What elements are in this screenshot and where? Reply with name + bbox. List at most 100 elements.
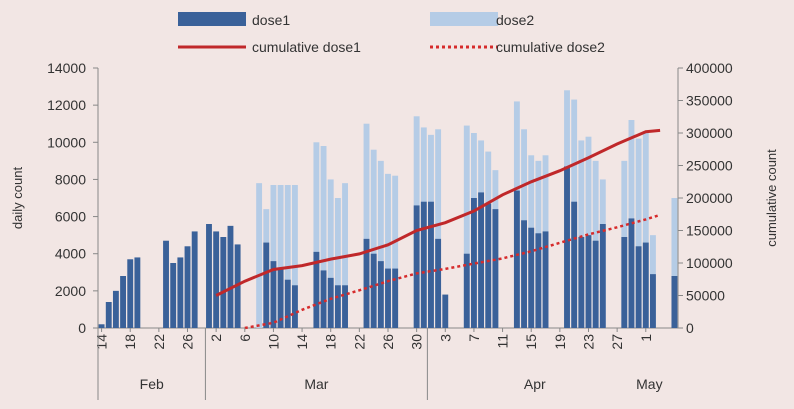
y-tick-label: 0 — [78, 320, 86, 336]
x-tick-label: 18 — [122, 334, 138, 350]
dose1-bar — [112, 290, 119, 328]
dose1-bar — [191, 231, 198, 328]
dose1-bar — [377, 261, 384, 328]
dose1-bar — [435, 238, 442, 328]
dose1-bar — [220, 237, 227, 328]
y-tick-label: 4000 — [55, 246, 86, 262]
dose1-bar — [385, 268, 391, 328]
x-tick-label: 10 — [265, 334, 281, 350]
dose1-bar — [127, 259, 134, 328]
dose2-bar — [642, 131, 649, 328]
dose1-bar — [485, 203, 492, 328]
month-label: Apr — [524, 376, 546, 392]
dose1-bar — [163, 240, 169, 328]
dose2-bar — [435, 129, 442, 328]
dose1-bar — [206, 224, 212, 328]
dose1-bar — [571, 201, 578, 328]
dose1-bar — [635, 246, 642, 328]
dose1-bar — [578, 237, 585, 328]
dose2-bar — [671, 198, 678, 328]
dose1-bar — [392, 268, 399, 328]
dose1-bar — [478, 192, 485, 328]
dose2-bar — [284, 185, 291, 328]
dose2-bar — [635, 138, 642, 328]
dose1-bar — [105, 302, 112, 328]
dose1-bar — [420, 201, 427, 328]
y2-tick-label: 350000 — [686, 93, 733, 109]
month-label: Feb — [140, 376, 164, 392]
dose1-bar — [320, 270, 327, 328]
x-tick-label: 26 — [180, 334, 196, 350]
dose1-bar — [621, 237, 628, 328]
x-tick-label: 22 — [351, 334, 367, 350]
dose1-bar — [528, 227, 535, 328]
legend-dose1-label: dose1 — [252, 12, 290, 28]
x-tick-label: 11 — [495, 334, 511, 349]
y2-tick-label: 400000 — [686, 60, 733, 76]
dose2-bar — [463, 125, 470, 328]
dose2-bar — [313, 142, 320, 328]
x-tick-label: 14 — [294, 334, 310, 350]
y2-tick-label: 100000 — [686, 255, 733, 271]
y2-tick-label: 50000 — [686, 288, 725, 304]
dose1-bar — [134, 257, 141, 328]
dose2-bar — [291, 185, 298, 328]
dose2-bar — [363, 123, 370, 328]
legend-cumulative-dose1-label: cumulative dose1 — [252, 39, 361, 55]
dose1-bar — [535, 233, 542, 328]
x-tick-label: 26 — [380, 334, 396, 350]
y2-axis-title: cumulative count — [764, 149, 779, 247]
dose1-bar — [428, 201, 434, 328]
x-tick-label: 6 — [237, 334, 253, 342]
y-tick-label: 6000 — [55, 209, 86, 225]
dose1-bar — [599, 224, 606, 328]
x-tick-label: 2 — [208, 334, 224, 342]
dose1-bar — [363, 238, 370, 328]
dose1-bar — [184, 246, 191, 328]
dose2-bar — [377, 160, 384, 328]
y-tick-label: 12000 — [47, 97, 86, 113]
dose1-bar — [592, 240, 599, 328]
x-tick-label: 27 — [609, 334, 625, 350]
legend-dose2-label: dose2 — [496, 12, 534, 28]
dose1-bar — [671, 276, 678, 328]
y-tick-label: 10000 — [47, 134, 86, 150]
dose1-bar — [284, 279, 291, 328]
dose2-bar — [392, 175, 399, 328]
dose1-bar — [564, 166, 570, 328]
dose1-bar — [227, 225, 234, 328]
dose2-bar — [578, 140, 585, 328]
dose1-bar — [342, 285, 348, 328]
legend-dose2-swatch — [430, 12, 498, 26]
dose1-bar — [642, 242, 649, 328]
dose2-bar — [320, 146, 327, 328]
y2-tick-label: 200000 — [686, 190, 733, 206]
x-tick-label: 14 — [94, 334, 110, 350]
dose1-bar — [413, 205, 420, 328]
x-tick-label: 7 — [466, 334, 482, 342]
dose1-bar — [628, 218, 635, 328]
dose1-bar — [98, 324, 105, 328]
dose2-bar — [385, 173, 391, 328]
y-tick-label: 14000 — [47, 60, 86, 76]
dose2-bar — [277, 185, 284, 328]
dose1-bar — [470, 198, 477, 328]
y2-tick-label: 0 — [686, 320, 694, 336]
dose1-bar — [277, 268, 284, 328]
dose1-bar — [521, 220, 527, 328]
dose1-bar — [327, 277, 334, 328]
dose2-bar — [327, 179, 334, 328]
dose1-bar — [291, 285, 298, 328]
dose1-bar — [263, 242, 270, 328]
dose1-bar — [492, 209, 499, 328]
y2-tick-label: 300000 — [686, 125, 733, 141]
month-label: Mar — [304, 376, 328, 392]
dose1-bar — [270, 261, 277, 328]
legend-dose1-swatch — [178, 12, 246, 26]
x-tick-label: 1 — [638, 334, 654, 342]
x-tick-label: 15 — [523, 334, 539, 350]
dose1-bar — [370, 253, 377, 328]
dose1-bar — [442, 294, 449, 328]
dose1-bar — [585, 235, 592, 328]
